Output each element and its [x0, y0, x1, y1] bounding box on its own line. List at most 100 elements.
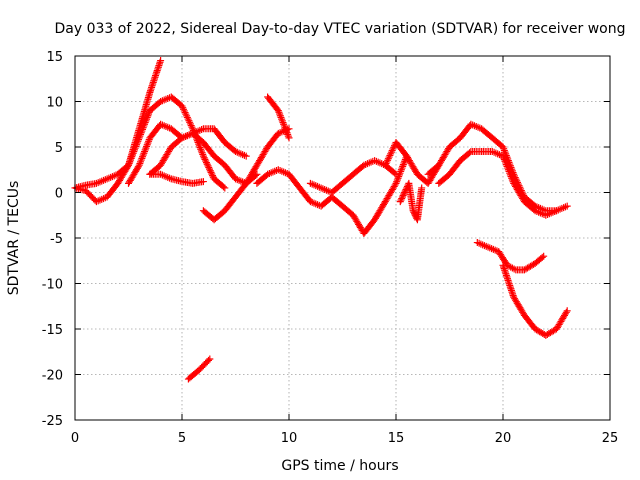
data-point	[284, 132, 292, 140]
data-point	[504, 166, 512, 174]
data-point	[384, 155, 392, 163]
data-point	[276, 112, 284, 120]
series-arc17	[499, 261, 571, 339]
data-point	[199, 152, 207, 160]
data-point	[129, 149, 137, 157]
data-point	[509, 178, 517, 186]
data-point	[502, 161, 510, 169]
data-point	[563, 202, 571, 210]
data-point	[187, 122, 195, 130]
data-point	[180, 105, 188, 113]
x-axis-ticks: 0 5 10 15 20 25	[71, 56, 618, 446]
data-point	[553, 207, 560, 215]
data-point	[500, 156, 508, 164]
data-point	[538, 253, 546, 261]
data-point	[144, 139, 152, 147]
data-point	[563, 307, 571, 315]
data-point	[386, 151, 394, 159]
data-point	[183, 112, 191, 120]
data-point	[133, 141, 141, 149]
y-tick-label: 15	[46, 50, 63, 65]
data-point	[185, 117, 193, 125]
data-point	[500, 145, 508, 153]
data-point	[281, 124, 289, 132]
data-point	[393, 176, 401, 184]
data-point	[285, 134, 293, 142]
data-point	[197, 147, 205, 155]
data-point	[135, 161, 143, 169]
data-point	[276, 110, 284, 118]
data-point	[278, 115, 286, 123]
data-point	[140, 122, 148, 130]
x-tick-label: 10	[281, 431, 298, 446]
y-tick-label: -10	[42, 278, 63, 293]
data-point	[145, 110, 153, 118]
y-axis-label: SDTVAR / TECUs	[6, 181, 22, 296]
data-point	[394, 174, 402, 182]
data-point	[141, 120, 149, 128]
data-point	[140, 149, 148, 157]
data-point	[143, 115, 151, 123]
data-point	[205, 163, 213, 171]
data-point	[132, 142, 140, 150]
data-point	[466, 149, 474, 157]
data-point	[184, 115, 192, 123]
y-tick-label: -25	[42, 414, 63, 429]
data-point	[399, 162, 407, 170]
data-point	[186, 120, 194, 128]
data-point	[139, 151, 147, 159]
data-point	[388, 147, 396, 155]
data-point	[179, 104, 187, 112]
y-tick-label: 5	[55, 141, 63, 156]
data-point	[131, 144, 139, 152]
y-tick-label: -15	[42, 323, 63, 338]
data-point	[382, 160, 390, 168]
data-point	[141, 119, 149, 127]
data-point	[181, 109, 189, 117]
data-point	[200, 154, 208, 162]
series-arc4	[146, 129, 250, 187]
data-point	[207, 168, 215, 176]
data-point	[144, 112, 152, 120]
series-arc16	[473, 239, 548, 274]
data-point	[390, 143, 398, 151]
data-point	[126, 158, 134, 166]
data-point	[506, 171, 514, 179]
data-point	[500, 146, 508, 154]
data-point	[204, 162, 212, 170]
data-point	[135, 134, 143, 142]
data-point	[199, 178, 207, 186]
series-arc12	[306, 157, 400, 196]
data-point	[143, 142, 151, 150]
data-point	[392, 179, 400, 187]
data-point	[387, 150, 395, 158]
data-point	[204, 356, 212, 364]
data-point	[391, 181, 399, 189]
y-axis-ticks: -25 -20 -15 -10 -5 0 5 10 15	[42, 50, 610, 429]
series-arc11	[285, 152, 411, 237]
data-point	[178, 102, 186, 110]
data-point	[127, 154, 135, 162]
data-point	[221, 184, 229, 192]
data-point	[389, 145, 397, 153]
x-axis-label: GPS time / hours	[281, 458, 398, 474]
data-point	[275, 108, 283, 116]
data-point	[506, 169, 514, 177]
x-tick-label: 15	[388, 431, 405, 446]
data-point	[138, 154, 146, 162]
data-point	[202, 159, 210, 167]
data-point	[206, 165, 214, 173]
data-point	[499, 152, 507, 160]
data-point	[129, 151, 137, 159]
data-point	[180, 107, 188, 115]
data-point	[208, 170, 216, 178]
data-point	[137, 129, 145, 137]
data-point	[398, 195, 406, 203]
data-point	[125, 159, 133, 167]
data-point	[398, 164, 406, 172]
data-point	[139, 124, 147, 132]
data-point	[381, 161, 389, 169]
data-point	[206, 355, 214, 363]
data-point	[398, 193, 406, 201]
data-point	[396, 198, 404, 206]
